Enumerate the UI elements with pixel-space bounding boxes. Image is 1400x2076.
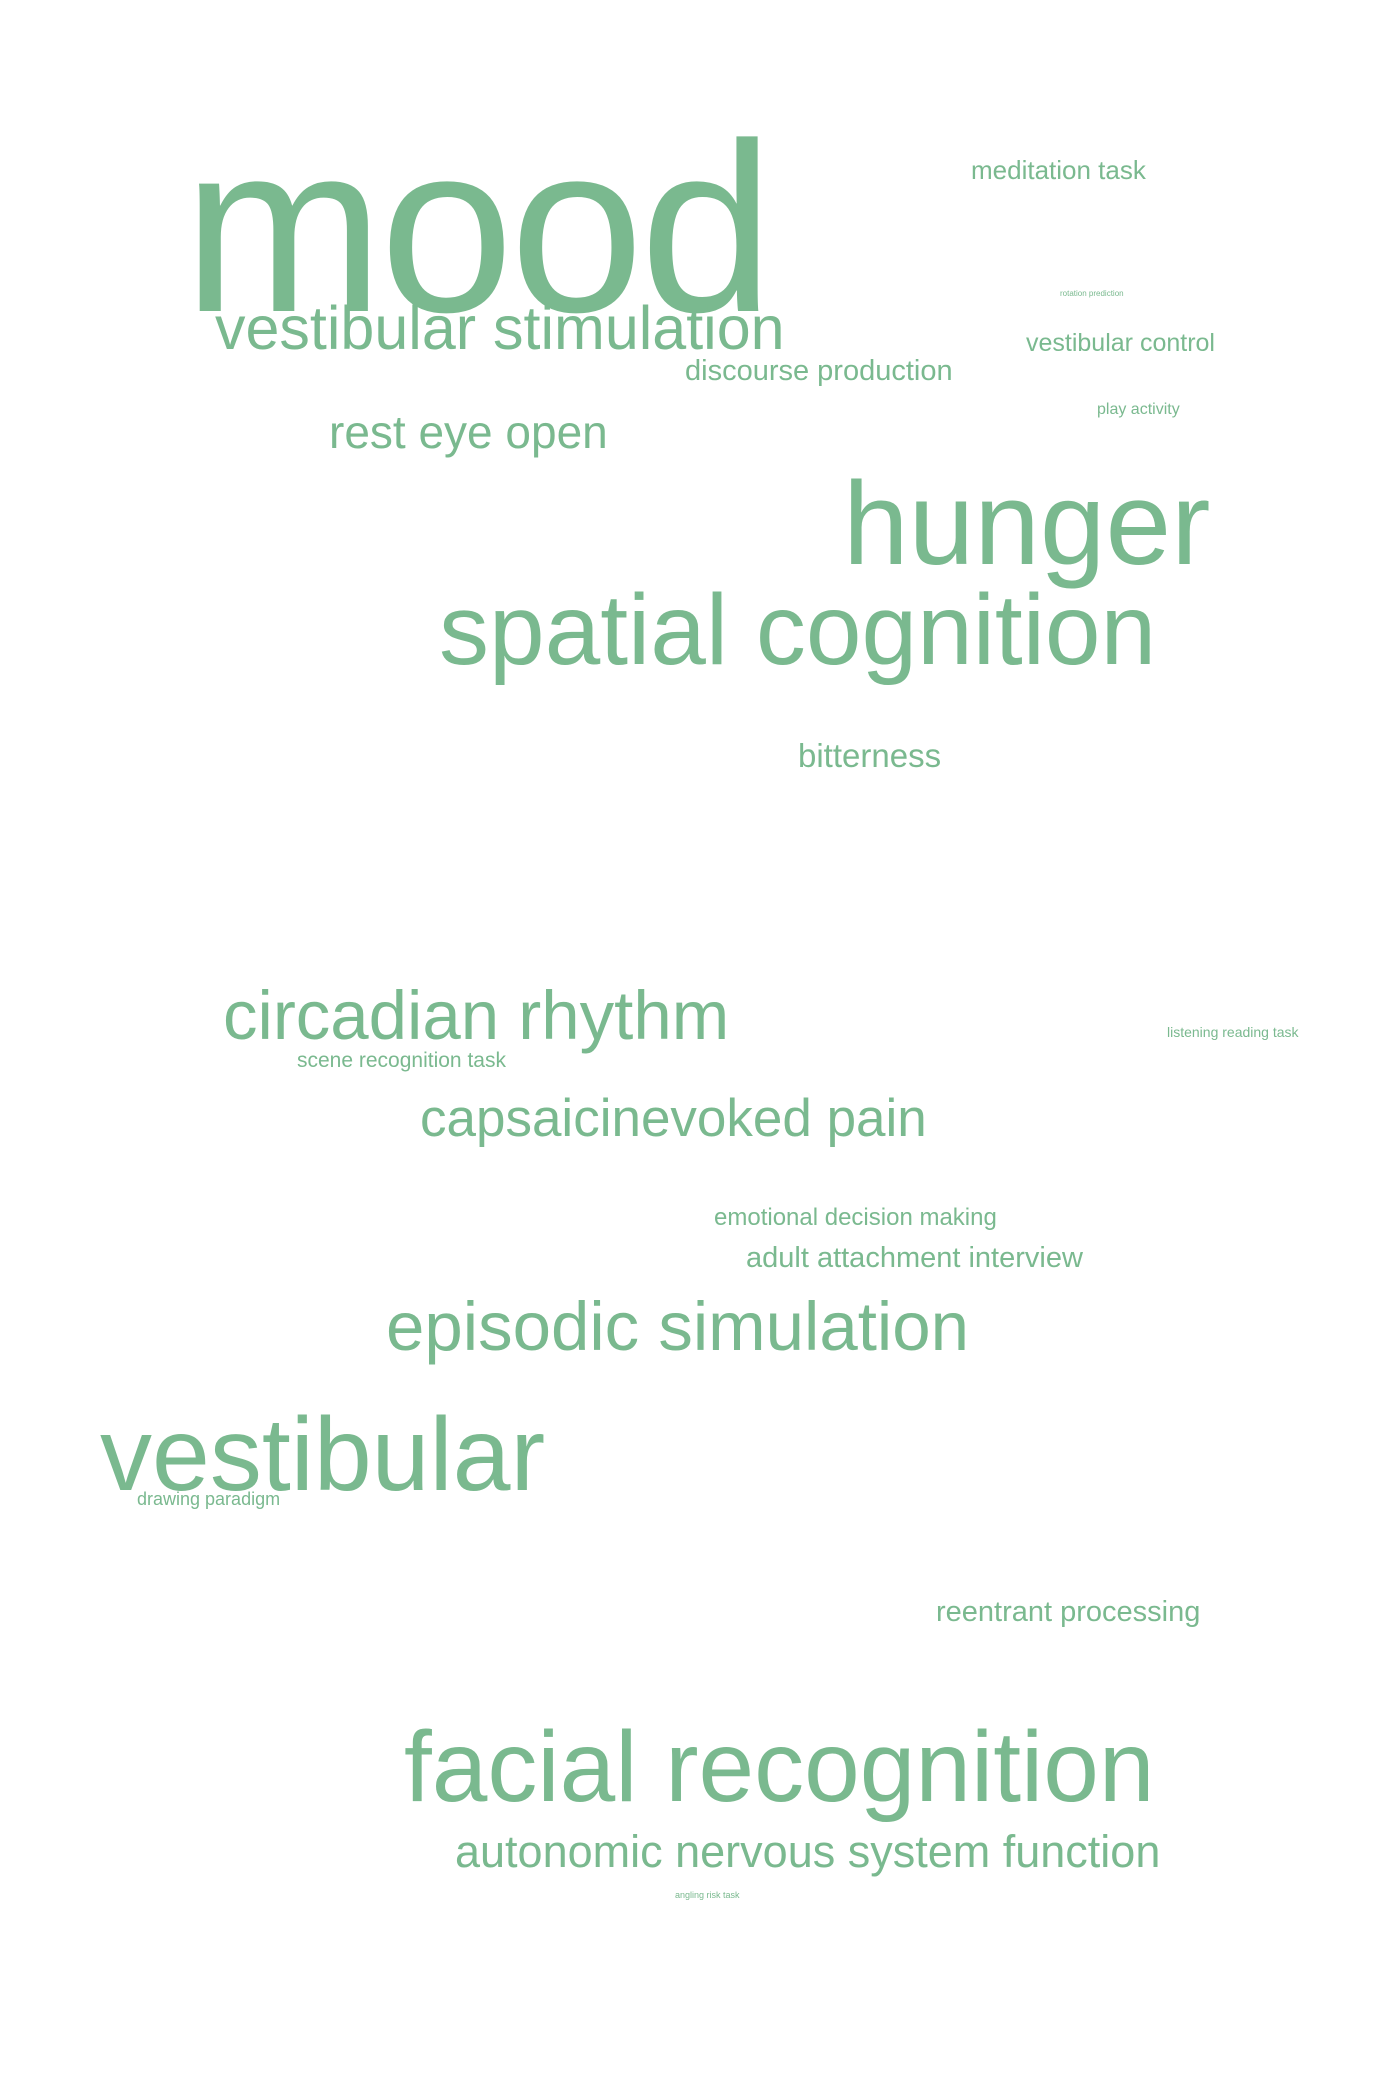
word-vestibular-stimulation: vestibular stimulation xyxy=(215,294,785,362)
word-rotation-prediction: rotation prediction xyxy=(1060,289,1124,298)
word-listening-reading-task: listening reading task xyxy=(1167,1024,1299,1040)
word-scene-recognition-task: scene recognition task xyxy=(297,1049,506,1072)
word-mood: mood xyxy=(183,94,774,363)
word-reentrant-processing: reentrant processing xyxy=(936,1596,1201,1628)
word-play-activity: play activity xyxy=(1097,401,1180,418)
word-angling-risk-task: angling risk task xyxy=(675,1890,740,1900)
word-vestibular: vestibular xyxy=(100,1397,546,1513)
word-emotional-decision-making: emotional decision making xyxy=(714,1204,997,1231)
word-meditation-task: meditation task xyxy=(971,155,1146,185)
word-episodic-simulation: episodic simulation xyxy=(386,1288,969,1365)
word-autonomic-nervous-system-function: autonomic nervous system function xyxy=(455,1826,1161,1877)
word-discourse-production: discourse production xyxy=(685,355,953,387)
word-bitterness: bitterness xyxy=(798,737,942,774)
word-drawing-paradigm: drawing paradigm xyxy=(137,1489,281,1509)
word-circadian-rhythm: circadian rhythm xyxy=(223,977,730,1054)
word-adult-attachment-interview: adult attachment interview xyxy=(746,1242,1083,1274)
word-hunger: hunger xyxy=(843,458,1211,590)
word-vestibular-control: vestibular control xyxy=(1026,329,1215,357)
word-facial-recognition: facial recognition xyxy=(404,1711,1155,1823)
word-spatial-cognition: spatial cognition xyxy=(439,574,1157,686)
word-capsaicinevoked-pain: capsaicinevoked pain xyxy=(420,1089,927,1148)
word-rest-eye-open: rest eye open xyxy=(329,406,608,458)
